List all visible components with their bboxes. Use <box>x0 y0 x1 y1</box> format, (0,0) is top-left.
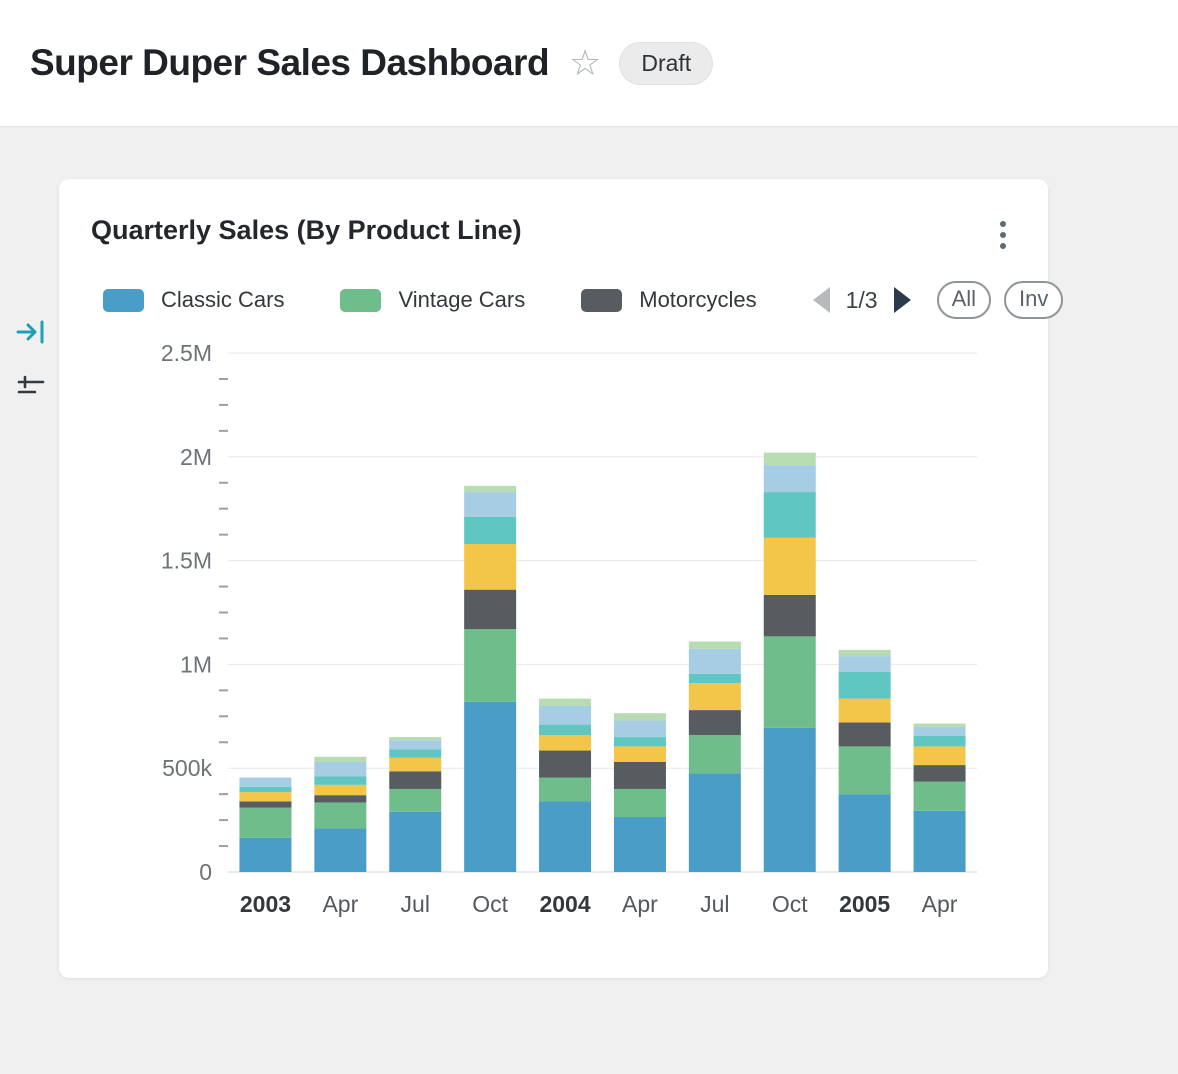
legend-next-arrow-icon[interactable] <box>893 287 911 313</box>
legend-swatch <box>581 288 623 312</box>
svg-text:2.5M: 2.5M <box>161 340 212 366</box>
legend-label: Vintage Cars <box>398 287 526 312</box>
legend-pager: 1/3 <box>812 286 911 314</box>
svg-text:1.5M: 1.5M <box>161 548 212 574</box>
sidebar <box>14 317 48 401</box>
chart-canvas: 0 500k 1M 1.5M 2M 2.5M 2003 Apr Jul Oct 2004 Apr Jul… <box>91 327 1016 932</box>
filter-inv-button[interactable]: Inv <box>1004 281 1064 319</box>
collapse-panel-button[interactable] <box>14 317 48 347</box>
legend-page-indicator: 1/3 <box>845 286 878 313</box>
svg-text:2003: 2003 <box>240 891 291 917</box>
legend-label: Motorcycles <box>639 287 757 312</box>
legend-item-vintage-cars[interactable]: Vintage Cars <box>340 287 525 313</box>
filter-pills: All Inv <box>936 281 1064 319</box>
svg-text:500k: 500k <box>162 755 212 781</box>
svg-text:2005: 2005 <box>839 891 890 917</box>
legend-label: Classic Cars <box>161 287 285 312</box>
chart-legend-items: Classic Cars Vintage Cars Motorcycles <box>103 287 813 313</box>
svg-text:Oct: Oct <box>772 891 808 917</box>
legend-item-classic-cars[interactable]: Classic Cars <box>103 287 284 313</box>
chart-card: Quarterly Sales (By Product Line) Classi… <box>59 179 1064 978</box>
legend-swatch <box>103 288 144 312</box>
svg-text:Apr: Apr <box>322 891 358 917</box>
svg-text:Oct: Oct <box>472 891 508 917</box>
svg-text:Jul: Jul <box>401 891 430 917</box>
kebab-menu-icon[interactable] <box>990 215 1016 255</box>
page-title: Super Duper Sales Dashboard <box>30 42 550 83</box>
svg-text:Jul: Jul <box>700 891 729 917</box>
svg-text:1M: 1M <box>180 651 212 677</box>
page-header: Super Duper Sales Dashboard ☆ Draft <box>0 0 1178 127</box>
svg-text:2004: 2004 <box>539 891 590 917</box>
stacked-bar-chart: 0 500k 1M 1.5M 2M 2.5M 2003 Apr Jul Oct 2004 Apr Jul… <box>161 340 977 917</box>
star-favorite-icon[interactable]: ☆ <box>569 42 602 83</box>
status-badge: Draft <box>619 41 714 85</box>
filter-all-button[interactable]: All <box>936 281 992 319</box>
legend-prev-arrow-icon[interactable] <box>812 287 830 313</box>
filter-icon <box>17 375 45 394</box>
chart-card-header: Quarterly Sales (By Product Line) <box>91 215 1016 255</box>
legend-row: Classic Cars Vintage Cars Motorcycles 1/3 … <box>91 281 1064 319</box>
main-area: Quarterly Sales (By Product Line) Classi… <box>0 127 1178 978</box>
legend-swatch <box>340 288 382 312</box>
svg-text:Apr: Apr <box>622 891 658 917</box>
chart-title: Quarterly Sales (By Product Line) <box>91 215 522 245</box>
svg-text:2M: 2M <box>180 444 212 470</box>
legend-item-motorcycles[interactable]: Motorcycles <box>581 287 757 313</box>
svg-text:Apr: Apr <box>922 891 958 917</box>
arrow-to-bar-icon <box>16 320 44 344</box>
svg-text:0: 0 <box>199 859 212 885</box>
filter-button[interactable] <box>14 371 48 401</box>
